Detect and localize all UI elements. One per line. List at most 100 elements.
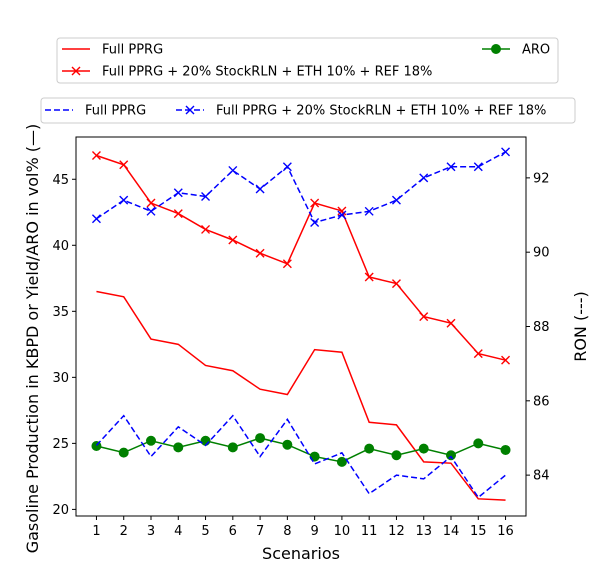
data-point [146,198,156,208]
data-point-stroke [173,209,183,219]
data-point [310,198,320,208]
axes-layer: 1 2 3 4 5 6 7 8 9 10 11 12 13 14 15 1620253035404584868… [52,171,549,539]
data-point [282,162,292,172]
data-point [364,206,374,216]
legend-handle-marker [185,105,195,115]
y-tick-label-right: 90 [533,246,550,261]
data-point [309,451,320,462]
data-point [119,195,129,205]
data-point [118,447,129,458]
data-point-stroke [282,162,292,172]
data-point-stroke [255,248,265,258]
data-point-stroke [501,147,511,157]
legend-handle-marker-stroke [71,66,81,76]
y-tick-label-left: 35 [52,305,69,320]
y-tick-label-left: 25 [52,437,69,452]
series-2 [91,433,511,467]
data-point [91,214,101,224]
series-line [96,154,506,361]
x-tick-label: 6 [229,524,237,539]
data-point [255,184,265,194]
data-point [473,349,483,359]
legend-handle-marker-stroke [185,105,195,115]
legend-box-top [56,37,559,84]
data-point-stroke [228,165,238,175]
data-point [446,450,456,461]
data-point [419,173,429,183]
data-point [227,442,238,453]
legend-label: Full PPRG [85,104,146,119]
data-point [473,438,484,449]
data-point [173,442,184,453]
x-tick-label: 4 [174,524,182,539]
data-point [282,439,293,450]
legend-entry: Full PPRG + 20% StockRLN + ETH 10% + REF… [176,104,546,119]
data-point-stroke [310,217,320,227]
x-tick-label: 7 [256,524,264,539]
legend-box-bottom [40,97,576,124]
x-tick-label: 1 [92,524,100,539]
data-point-stroke [391,195,401,205]
data-point [364,443,375,454]
data-point-stroke [391,279,401,289]
data-point-stroke [419,312,429,322]
legend-entry: Full PPRG + 20% StockRLN + ETH 10% + REF… [62,65,432,80]
data-point-stroke [337,206,347,216]
legend-label: Full PPRG [102,43,163,58]
data-point [310,217,320,227]
data-point-stroke [255,184,265,194]
data-point [446,162,456,172]
data-point-stroke [446,318,456,328]
legend-entry: Full PPRG [62,43,163,58]
x-tick-label: 5 [201,524,209,539]
y-tick-label-left: 30 [52,371,69,386]
series-line [96,290,506,501]
data-point [336,456,347,467]
y-axis-label-left: Gasoline Production in KBPD or Yield/ARO… [23,124,42,554]
x-tick-label: 15 [470,524,487,539]
data-point [282,259,292,269]
data-point-stroke [146,198,156,208]
data-point [446,318,456,328]
data-point [173,188,183,198]
series-layer [91,147,511,501]
data-point [255,248,265,258]
series-0 [96,290,506,501]
data-point [391,195,401,205]
legend-handle-marker [71,66,81,76]
data-point [501,355,511,365]
data-point-stroke [228,235,238,245]
data-point [337,210,347,220]
series-line [96,151,506,224]
data-point-stroke [310,198,320,208]
data-point [391,279,401,289]
data-point-stroke [473,349,483,359]
data-point-stroke [501,355,511,365]
data-point [391,450,402,461]
data-point [500,444,511,455]
data-point [419,312,429,322]
data-point [337,206,347,216]
legend-label: Full PPRG + 20% StockRLN + ETH 10% + REF… [216,104,546,119]
data-point [119,160,129,170]
y-tick-label-right: 84 [533,469,550,484]
x-tick-label: 11 [361,524,378,539]
data-point [146,206,156,216]
y-tick-label-left: 40 [52,239,69,254]
data-point [200,435,211,446]
data-point-stroke [364,272,374,282]
data-point-stroke [337,210,347,220]
legend-label: ARO [522,43,550,58]
series-3 [95,414,507,499]
x-tick-label: 16 [497,524,514,539]
x-axis-label: Scenarios [262,544,340,563]
legend-entry: Full PPRG [45,104,146,119]
data-point [418,443,429,454]
data-point [364,272,374,282]
data-point-stroke [119,160,129,170]
data-point-stroke [419,173,429,183]
data-point [146,435,156,446]
legend-entry: ARO [482,43,550,58]
